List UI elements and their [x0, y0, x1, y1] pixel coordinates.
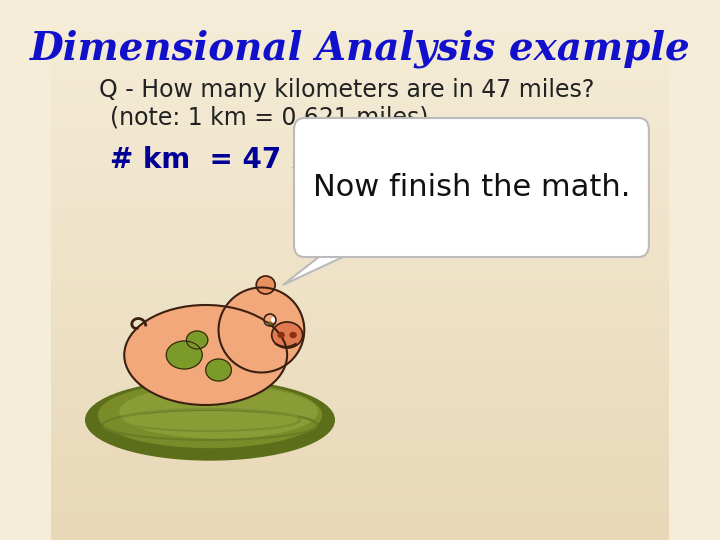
- Text: x: x: [292, 146, 310, 174]
- Ellipse shape: [271, 322, 302, 348]
- Ellipse shape: [290, 333, 296, 338]
- Ellipse shape: [264, 313, 276, 321]
- Text: .7 km: .7 km: [483, 146, 570, 174]
- Ellipse shape: [86, 380, 334, 460]
- Text: = 7: = 7: [441, 146, 494, 174]
- Text: Q - How many kilometers are in 47 miles?: Q - How many kilometers are in 47 miles?: [99, 78, 594, 102]
- FancyBboxPatch shape: [294, 118, 649, 257]
- Text: Dimensional Analysis example: Dimensional Analysis example: [30, 30, 690, 69]
- Ellipse shape: [269, 318, 275, 325]
- Ellipse shape: [219, 287, 305, 373]
- Ellipse shape: [264, 314, 276, 326]
- Polygon shape: [283, 245, 369, 285]
- Text: 0.621: 0.621: [320, 166, 408, 194]
- Text: 5: 5: [472, 146, 491, 174]
- Text: 1 km: 1 km: [326, 128, 402, 156]
- Polygon shape: [335, 237, 368, 243]
- Ellipse shape: [99, 382, 321, 448]
- Ellipse shape: [206, 359, 231, 381]
- Ellipse shape: [256, 276, 275, 294]
- Text: Now finish the math.: Now finish the math.: [312, 173, 630, 202]
- Text: # km  = 47: # km = 47: [109, 146, 281, 174]
- Ellipse shape: [278, 333, 284, 338]
- Ellipse shape: [166, 341, 202, 369]
- Ellipse shape: [186, 331, 208, 349]
- Text: (note: 1 km = 0.621 miles): (note: 1 km = 0.621 miles): [109, 105, 428, 129]
- Ellipse shape: [125, 305, 287, 405]
- Circle shape: [271, 318, 275, 322]
- Ellipse shape: [120, 386, 317, 438]
